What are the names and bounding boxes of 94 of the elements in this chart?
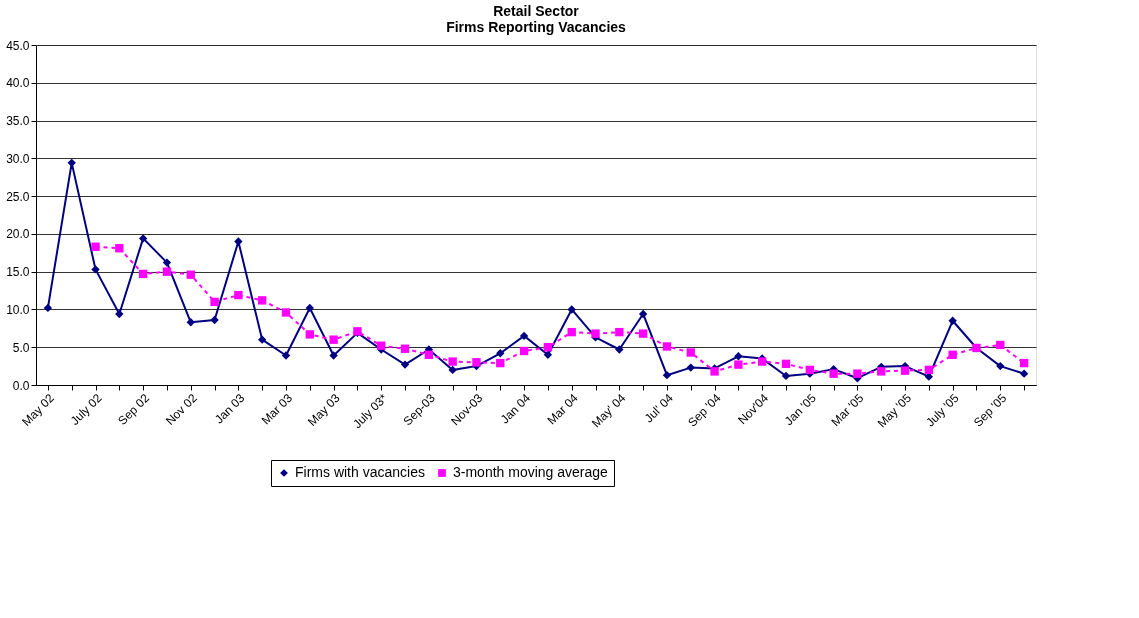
point: [91, 242, 100, 251]
y-tick-label: 35.0: [6, 114, 30, 129]
point: [210, 315, 219, 325]
point: [258, 335, 267, 344]
point: [567, 305, 576, 314]
legend-label: 3-month moving average: [453, 464, 609, 480]
point: [424, 350, 434, 359]
x-tick-label: July 03*: [350, 390, 391, 432]
point: [305, 303, 314, 313]
y-tick-label: 30.0: [6, 151, 30, 166]
point: [543, 343, 553, 352]
x-tick-label: Jan 03: [211, 390, 248, 427]
point: [615, 327, 624, 337]
point: [400, 360, 410, 369]
point: [1019, 358, 1029, 368]
point: [543, 350, 553, 359]
x-tick-label: Jan 04: [497, 390, 534, 427]
y-tick-label: 15.0: [6, 265, 30, 280]
point: [686, 348, 695, 357]
point: [519, 346, 529, 356]
x-tick-label: Nov 02: [162, 390, 200, 428]
y-tick-label: 25.0: [6, 189, 30, 204]
point: [615, 345, 624, 354]
point: [186, 270, 195, 279]
point: [1019, 369, 1029, 378]
y-tick-label: 20.0: [6, 227, 30, 242]
point: [400, 344, 410, 353]
point: [567, 327, 576, 337]
x-tick-label: Jan '05: [781, 390, 820, 429]
point: [234, 290, 243, 300]
point: [138, 269, 148, 279]
point: [853, 369, 862, 378]
point: [781, 371, 791, 381]
x-tick-label: July 02: [67, 390, 105, 428]
point: [781, 359, 791, 369]
point: [877, 367, 886, 376]
x-tick-label: Sep '04: [685, 390, 724, 430]
point: [638, 329, 648, 338]
y-tick-label: 10.0: [6, 302, 30, 317]
point: [138, 234, 148, 243]
x-tick-label: Jul' 04: [641, 390, 677, 426]
point: [234, 237, 243, 246]
x-tick-label: May '05: [874, 390, 915, 431]
y-tick-label: 5.0: [12, 340, 30, 355]
point: [448, 365, 457, 375]
x-tick-label: Mar 04: [544, 390, 581, 428]
point: [186, 318, 195, 327]
x-tick-label: May 03: [304, 390, 343, 429]
point: [805, 365, 814, 375]
point: [329, 351, 338, 360]
point: [162, 267, 172, 276]
point: [591, 329, 600, 338]
point: [734, 360, 743, 369]
point: [996, 361, 1005, 371]
y-tick-label: 45.0: [6, 38, 30, 53]
point: [115, 309, 124, 319]
point: [948, 316, 957, 325]
y-tick-label: 0.0: [12, 378, 30, 393]
point: [924, 365, 934, 375]
point: [662, 370, 672, 380]
point: [900, 366, 910, 375]
point: [448, 357, 457, 366]
point: [115, 244, 124, 253]
point: [377, 341, 386, 350]
x-tick-label: Sep 02: [115, 390, 153, 428]
point: [829, 369, 838, 378]
point: [210, 297, 219, 307]
point: [496, 358, 505, 368]
point: [496, 349, 505, 358]
point: [305, 330, 314, 339]
point: [638, 309, 648, 319]
point: [519, 331, 529, 341]
point: [948, 350, 957, 359]
x-tick-label: July '05: [923, 390, 962, 430]
y-tick-label: 40.0: [6, 76, 30, 91]
point: [281, 351, 291, 360]
point: [329, 335, 338, 344]
point: [734, 352, 743, 361]
text: Retail Sector: [493, 3, 579, 19]
point: [43, 303, 53, 313]
point: [996, 340, 1005, 350]
legend-label: Firms with vacancies: [295, 464, 425, 480]
x-tick-label: Sep '05: [970, 390, 1010, 430]
x-tick-label: May 02: [19, 390, 58, 429]
point: [662, 342, 672, 351]
point: [686, 363, 695, 372]
point: [472, 358, 481, 367]
point: [91, 265, 100, 274]
point: [258, 296, 267, 305]
text: Firms Reporting Vacancies: [446, 19, 626, 35]
point: [162, 258, 172, 267]
x-tick-label: Mar 03: [258, 390, 296, 428]
x-tick-label: Mar '05: [828, 390, 867, 430]
point: [281, 308, 291, 317]
